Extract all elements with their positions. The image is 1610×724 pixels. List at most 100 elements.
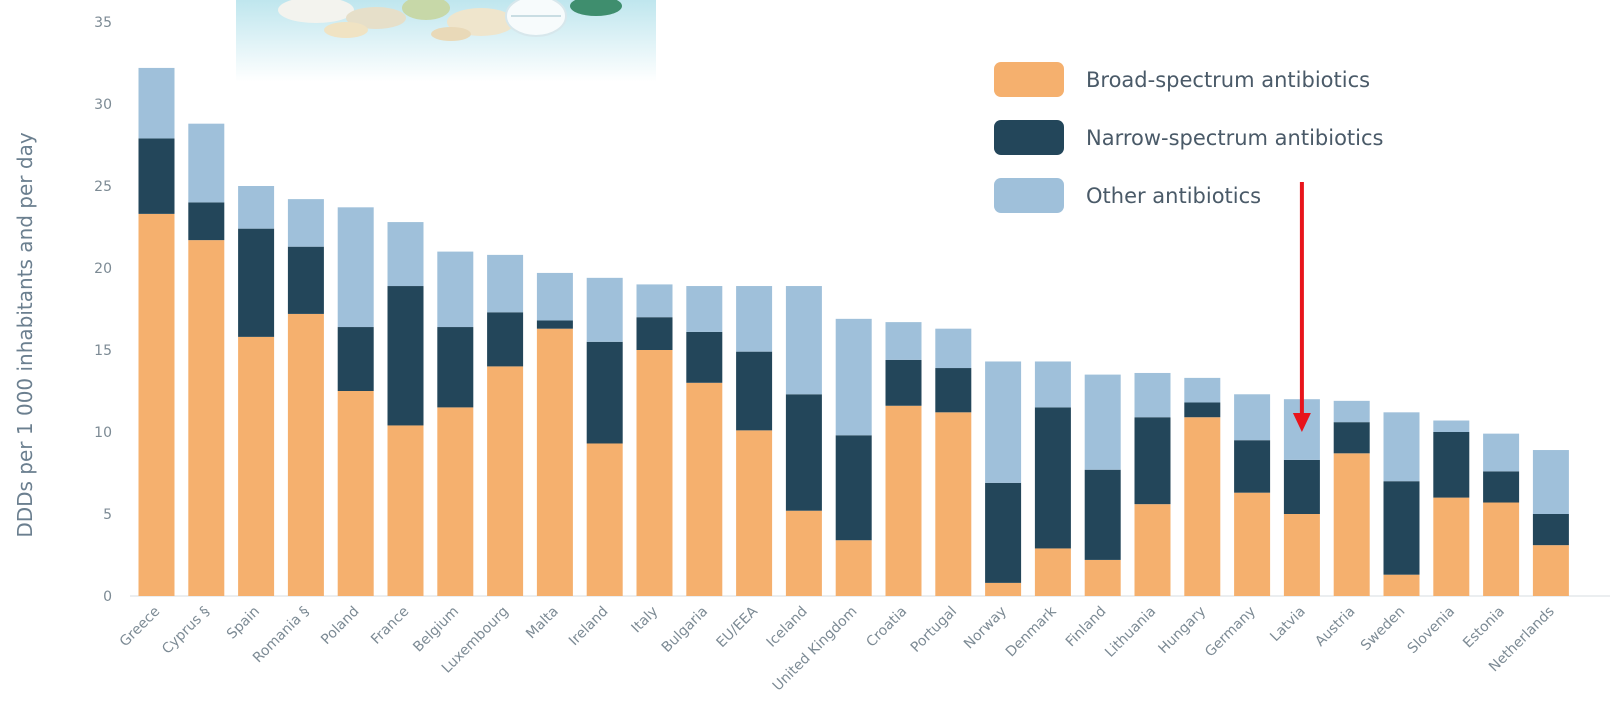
bar-segment bbox=[238, 336, 275, 596]
bar-segment bbox=[1084, 374, 1121, 470]
bar-segment bbox=[1034, 407, 1071, 549]
bar-segment bbox=[935, 368, 972, 413]
bar-segment bbox=[636, 350, 673, 596]
bar-segment bbox=[1283, 459, 1320, 514]
bar-segment bbox=[985, 582, 1022, 596]
x-tick-label: Belgium bbox=[410, 604, 462, 656]
x-tick-label: Germany bbox=[1202, 604, 1259, 661]
bar-segment bbox=[188, 202, 225, 241]
bar-segment bbox=[1134, 417, 1171, 505]
x-tick-label: Croatia bbox=[863, 604, 910, 651]
bar-segment bbox=[785, 286, 822, 395]
bar-segment bbox=[1134, 504, 1171, 596]
bar-segment bbox=[1333, 400, 1370, 423]
bar-segment bbox=[1333, 453, 1370, 596]
bar-segment bbox=[586, 341, 623, 444]
bar-segment bbox=[1234, 394, 1271, 441]
y-tick-label: 35 bbox=[94, 15, 112, 31]
bar-segment bbox=[387, 286, 424, 426]
x-tick-label: Italy bbox=[629, 604, 662, 637]
pills-photo bbox=[236, 0, 656, 82]
bar-segment bbox=[736, 286, 773, 352]
legend-label: Broad-spectrum antibiotics bbox=[1086, 68, 1370, 92]
legend-swatch bbox=[994, 62, 1064, 97]
bar-segment bbox=[935, 328, 972, 369]
bar-segment bbox=[1084, 559, 1121, 596]
bar-segment bbox=[238, 186, 275, 229]
x-tick-label: Finland bbox=[1063, 604, 1110, 651]
bar-segment bbox=[785, 510, 822, 596]
legend-swatch bbox=[994, 120, 1064, 155]
y-tick-label: 15 bbox=[94, 343, 112, 359]
annotation-arrow-head bbox=[1292, 413, 1311, 432]
bar-segment bbox=[835, 435, 872, 541]
bar-segment bbox=[487, 254, 524, 313]
bar-segment bbox=[188, 240, 225, 596]
bar-segment bbox=[1483, 433, 1520, 472]
bar-segment bbox=[1184, 402, 1221, 418]
bar-segment bbox=[636, 317, 673, 350]
bar-segment bbox=[785, 394, 822, 511]
bar-segment bbox=[138, 67, 175, 139]
x-tick-label: Bulgaria bbox=[659, 604, 711, 656]
bar-segment bbox=[437, 251, 474, 328]
x-tick-label: Portugal bbox=[908, 604, 960, 656]
bar-segment bbox=[835, 540, 872, 596]
y-axis-ticks: 0 5 10 15 20 25 30 35 bbox=[94, 15, 112, 605]
bar-segment bbox=[686, 382, 723, 596]
bar-segment bbox=[138, 138, 175, 214]
bar-segment bbox=[487, 312, 524, 367]
bar-segment bbox=[885, 322, 922, 360]
bar-segment bbox=[686, 286, 723, 332]
bar-segment bbox=[1433, 420, 1470, 432]
bar-segment bbox=[1084, 469, 1121, 560]
bar-segment bbox=[1333, 422, 1370, 454]
x-tick-label: France bbox=[368, 604, 412, 648]
bar-segment bbox=[1234, 492, 1271, 596]
bar-segment bbox=[885, 359, 922, 406]
x-tick-label: Greece bbox=[117, 604, 164, 651]
bar-segment bbox=[586, 443, 623, 596]
bar-segment bbox=[1532, 545, 1569, 596]
bar-segment bbox=[985, 361, 1022, 483]
bar-segment bbox=[1532, 450, 1569, 514]
x-tick-label: United Kingdom bbox=[770, 604, 861, 695]
bar-segment bbox=[487, 366, 524, 596]
x-tick-label: Sweden bbox=[1358, 604, 1408, 654]
legend-label: Other antibiotics bbox=[1086, 184, 1261, 208]
bar-segment bbox=[1433, 432, 1470, 498]
x-tick-label: EU/EEA bbox=[713, 603, 761, 651]
bar-segment bbox=[985, 482, 1022, 583]
x-tick-label: Latvia bbox=[1267, 604, 1308, 645]
bar-segment bbox=[287, 199, 324, 247]
bar-segment bbox=[1433, 497, 1470, 596]
x-tick-label: Ireland bbox=[566, 604, 612, 650]
bar-segment bbox=[1383, 574, 1420, 596]
y-tick-label: 20 bbox=[94, 261, 112, 277]
bar-segment bbox=[885, 405, 922, 596]
bar-segment bbox=[586, 277, 623, 342]
y-tick-label: 5 bbox=[103, 507, 112, 523]
bar-segment bbox=[1134, 372, 1171, 418]
legend-label: Narrow-spectrum antibiotics bbox=[1086, 126, 1383, 150]
y-axis-title: DDDs per 1 000 inhabitants and per day bbox=[13, 132, 37, 537]
bar-segment bbox=[138, 213, 175, 596]
bar-segment bbox=[686, 331, 723, 383]
x-tick-label: Estonia bbox=[1460, 604, 1508, 652]
x-tick-label: Slovenia bbox=[1405, 604, 1458, 657]
x-tick-label: Iceland bbox=[764, 604, 811, 651]
x-tick-label: Poland bbox=[318, 604, 362, 648]
bar-segment bbox=[437, 407, 474, 596]
legend-swatch bbox=[994, 178, 1064, 213]
annotation-arrow bbox=[1292, 182, 1311, 432]
x-tick-label: Lithuania bbox=[1102, 604, 1159, 661]
bar-segment bbox=[736, 351, 773, 431]
bar-segment bbox=[835, 318, 872, 436]
bar-segment bbox=[437, 327, 474, 408]
bar-segment bbox=[636, 284, 673, 318]
bar-segment bbox=[1234, 440, 1271, 493]
bar-segment bbox=[1184, 377, 1221, 403]
bar-segment bbox=[1383, 481, 1420, 575]
